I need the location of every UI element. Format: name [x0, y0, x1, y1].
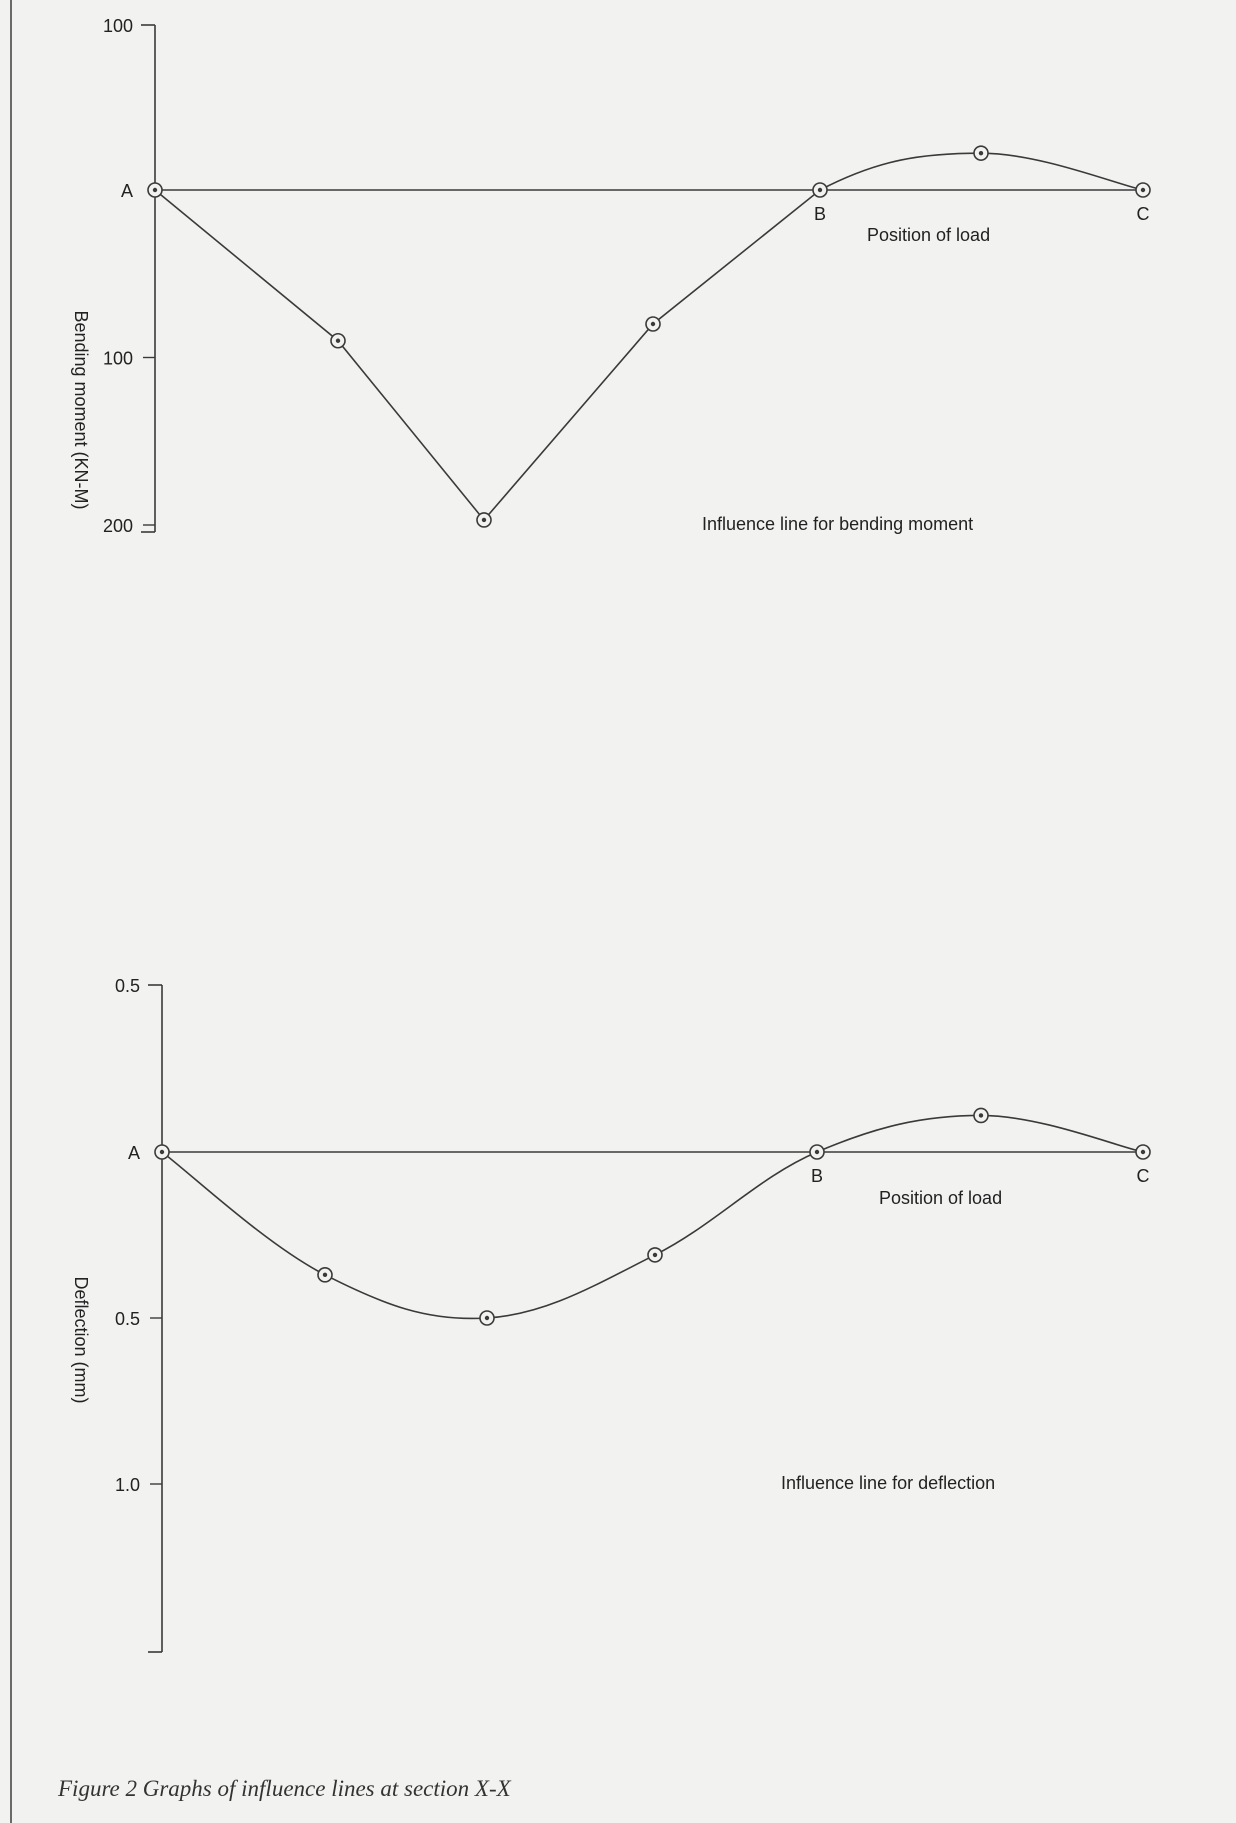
bm-data-point-centre: [481, 517, 487, 523]
bm-top-tick-label: 100: [103, 16, 133, 36]
bm-x-axis-label: Position of load: [867, 225, 990, 245]
def-data-point-centre: [322, 1272, 328, 1278]
def-data-point-centre: [1140, 1149, 1146, 1155]
def-data-point-centre: [978, 1113, 984, 1118]
bm-y-tick-label: 100: [103, 349, 133, 369]
page-frame: [10, 0, 1230, 1823]
def-top-tick-label: 0.5: [115, 976, 140, 996]
bm-data-point-centre: [152, 187, 158, 193]
bm-influence-line: [154, 152, 1144, 522]
def-data-point-centre: [652, 1252, 658, 1258]
def-y-tick-label: 0.5: [115, 1309, 140, 1329]
bm-y-axis-label: Bending moment (KN-M): [71, 310, 91, 509]
bm-support-label: B: [814, 204, 826, 224]
def-data-point-centre: [159, 1149, 165, 1155]
bm-support-label: C: [1137, 204, 1150, 224]
deflection-chart: 0.5 A 0.5 1.0 B C Position of load Influence li…: [71, 976, 1151, 1653]
bm-y-tick-label: A: [121, 181, 133, 201]
bm-y-tick-label: 200: [103, 516, 133, 536]
bm-data-point-centre: [650, 321, 656, 327]
def-data-point-centre: [814, 1149, 820, 1155]
bm-chart-title: Influence line for bending moment: [702, 514, 973, 534]
def-influence-line: [161, 1114, 1144, 1320]
def-y-tick-label: A: [128, 1143, 140, 1163]
bm-data-point-centre: [978, 150, 984, 156]
bending-moment-chart: 100 A 100 200 B C Position of load Influence li…: [71, 16, 1151, 536]
figure-caption: Figure 2 Graphs of influence lines at se…: [58, 1776, 511, 1801]
def-chart-title: Influence line for deflection: [781, 1473, 995, 1493]
bm-data-point-centre: [817, 187, 823, 193]
def-y-axis-label: Deflection (mm): [71, 1276, 91, 1403]
def-support-label: B: [811, 1166, 823, 1186]
def-data-point-centre: [484, 1315, 490, 1321]
def-y-tick-label: 1.0: [115, 1475, 140, 1495]
def-support-label: C: [1137, 1166, 1150, 1186]
bm-data-point-centre: [335, 338, 341, 343]
def-x-axis-label: Position of load: [879, 1188, 1002, 1208]
bm-data-point-centre: [1140, 187, 1146, 193]
